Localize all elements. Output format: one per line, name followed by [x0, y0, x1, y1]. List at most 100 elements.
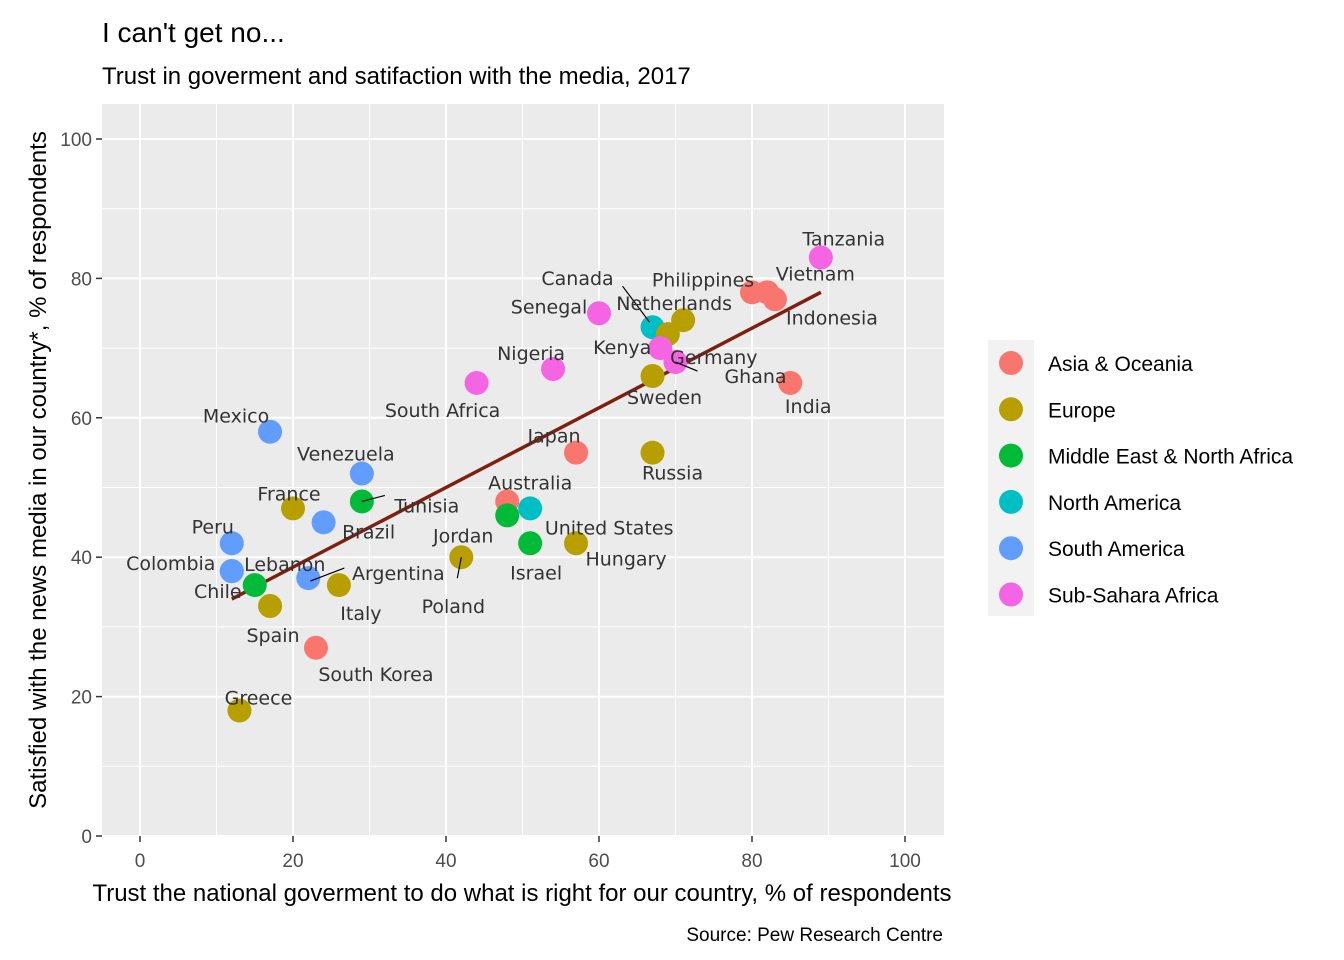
legend-label: South America	[1048, 538, 1185, 561]
data-point	[242, 573, 267, 598]
point-label: Greece	[225, 688, 293, 710]
x-tick-label: 20	[282, 851, 303, 872]
point-label: Chile	[194, 581, 242, 603]
label-leader-line	[310, 567, 345, 582]
trendline-layer	[230, 290, 822, 601]
point-label: Germany	[670, 347, 757, 369]
point-label: Tunisia	[393, 495, 459, 517]
data-point	[762, 287, 787, 312]
data-point	[778, 370, 803, 395]
trendline	[230, 290, 822, 601]
data-point	[349, 461, 374, 486]
data-point	[518, 531, 543, 556]
source-caption: Source: Pew Research Centre	[686, 925, 943, 946]
point-label: Canada	[541, 268, 613, 290]
data-point	[640, 363, 665, 388]
data-point	[564, 440, 589, 465]
data-point	[564, 531, 589, 556]
legend-key	[999, 443, 1023, 468]
data-point	[648, 336, 673, 361]
x-tick-label: 0	[135, 851, 146, 872]
point-label: Australia	[488, 472, 572, 494]
legend-label: Middle East & North Africa	[1048, 446, 1293, 469]
legend-label: Sub-Sahara Africa	[1048, 585, 1219, 608]
point-label: Russia	[642, 463, 703, 485]
data-point	[258, 593, 283, 618]
y-tick-label: 60	[71, 409, 92, 430]
legend-key-background	[988, 340, 1034, 616]
data-point	[219, 531, 244, 556]
point-label: Peru	[192, 516, 234, 538]
x-axis-title: Trust the national goverment to do what …	[92, 880, 951, 907]
point-label: United States	[545, 517, 674, 539]
point-label: South Africa	[385, 400, 500, 422]
label-leader-line	[361, 494, 386, 503]
point-label: Kenya	[593, 337, 651, 359]
point-label: Philippines	[652, 269, 754, 291]
point-label: Mexico	[203, 406, 269, 428]
y-tick-label: 0	[81, 827, 92, 848]
data-point	[671, 308, 696, 333]
point-label: Brazil	[342, 521, 395, 543]
point-label: Tanzania	[801, 228, 885, 250]
data-point	[495, 503, 520, 528]
legend-key	[999, 582, 1023, 607]
x-tick-label: 60	[588, 851, 609, 872]
point-label: Poland	[422, 596, 485, 618]
point-label: Indonesia	[786, 307, 878, 329]
point-label: India	[785, 396, 832, 418]
point-label: Colombia	[126, 553, 215, 575]
x-tick-label: 80	[741, 851, 762, 872]
legend-label: Asia & Oceania	[1048, 353, 1193, 376]
legend: Asia & Oceania Europe Middle East & North …	[988, 340, 1293, 616]
label-leader-line	[675, 361, 698, 372]
data-point	[219, 559, 244, 584]
data-point	[281, 496, 305, 521]
data-point	[808, 245, 833, 270]
point-label: Jordan	[432, 525, 493, 547]
axis-ticks: 0 20 40 60 80 100 0 20 40 60 80 100	[60, 130, 921, 872]
legend-key	[999, 351, 1023, 375]
point-label: South Korea	[318, 664, 433, 686]
data-point	[640, 440, 665, 465]
y-tick-label: 80	[71, 269, 92, 290]
data-point	[296, 566, 321, 591]
data-point	[311, 510, 336, 535]
data-point	[541, 357, 566, 382]
chart-title: I can't get no...	[102, 17, 285, 48]
point-label: Italy	[340, 603, 381, 625]
data-point	[587, 301, 611, 326]
data-point	[464, 370, 489, 395]
point-labels-layer: Tanzania Philippines Vietnam Indonesia India…	[126, 228, 885, 709]
legend-key	[999, 489, 1023, 514]
data-point	[326, 573, 351, 598]
point-label: Netherlands	[616, 293, 732, 315]
data-point	[518, 496, 543, 521]
y-tick-label: 100	[60, 130, 92, 151]
point-label: Sweden	[627, 387, 702, 409]
label-leader-line	[456, 557, 462, 579]
gridlines	[102, 104, 944, 837]
point-label: Spain	[247, 625, 300, 647]
legend-key	[999, 536, 1023, 561]
label-leader-line	[622, 285, 651, 323]
point-label: Ghana	[724, 366, 786, 388]
point-label: Israel	[510, 562, 562, 584]
chart-subtitle: Trust in goverment and satifaction with …	[102, 63, 691, 90]
x-tick-label: 40	[435, 851, 456, 872]
x-tick-label: 100	[889, 851, 921, 872]
point-label: Japan	[527, 426, 581, 448]
point-label: Venezuela	[297, 444, 395, 466]
y-tick-label: 20	[71, 688, 92, 709]
points-layer	[219, 245, 833, 723]
point-label: Senegal	[511, 296, 587, 318]
legend-label: Europe	[1048, 399, 1116, 422]
data-point	[227, 698, 252, 723]
point-label: Lebanon	[244, 554, 325, 576]
y-axis-title: Satisfied with the news media in our cou…	[25, 131, 52, 809]
point-label: France	[257, 483, 320, 505]
point-label: Hungary	[585, 548, 666, 570]
point-label: Argentina	[352, 563, 445, 585]
legend-key	[999, 397, 1023, 422]
